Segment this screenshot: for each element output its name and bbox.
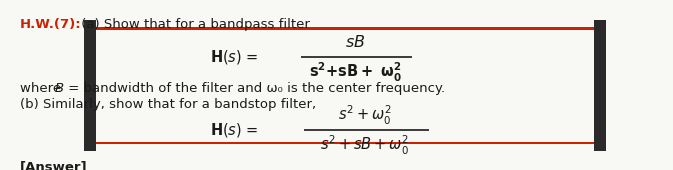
Text: $\mathbf{s}^{\mathbf{2}}\mathbf{+ sB +}\ \mathbf{\omega_0^2}$: $\mathbf{s}^{\mathbf{2}}\mathbf{+ sB +}\…: [309, 60, 401, 84]
Text: (b) Similarly, show that for a bandstop filter,: (b) Similarly, show that for a bandstop …: [20, 98, 316, 111]
Bar: [96, 27, 594, 30]
Text: (a) Show that for a bandpass filter: (a) Show that for a bandpass filter: [77, 18, 310, 31]
Text: $s^2 + \omega_0^2$: $s^2 + \omega_0^2$: [338, 103, 392, 127]
Text: [Answer]: [Answer]: [20, 160, 87, 170]
Text: B: B: [55, 82, 64, 95]
Bar: [96, 142, 594, 144]
Text: $\mathbf{H}$$(s)$ =: $\mathbf{H}$$(s)$ =: [210, 48, 258, 66]
Text: H.W.(7):: H.W.(7):: [20, 18, 81, 31]
Text: where: where: [20, 82, 65, 95]
Bar: [84, 20, 96, 151]
Text: $\mathbf{\mathit{sB}}$: $\mathbf{\mathit{sB}}$: [345, 34, 365, 50]
Text: $s^2 + sB + \omega_0^2$: $s^2 + sB + \omega_0^2$: [320, 133, 410, 157]
Bar: [594, 20, 606, 151]
Text: $\mathbf{H}$$(s)$ =: $\mathbf{H}$$(s)$ =: [210, 121, 258, 139]
Text: = bandwidth of the filter and ω₀ is the center frequency.: = bandwidth of the filter and ω₀ is the …: [64, 82, 445, 95]
